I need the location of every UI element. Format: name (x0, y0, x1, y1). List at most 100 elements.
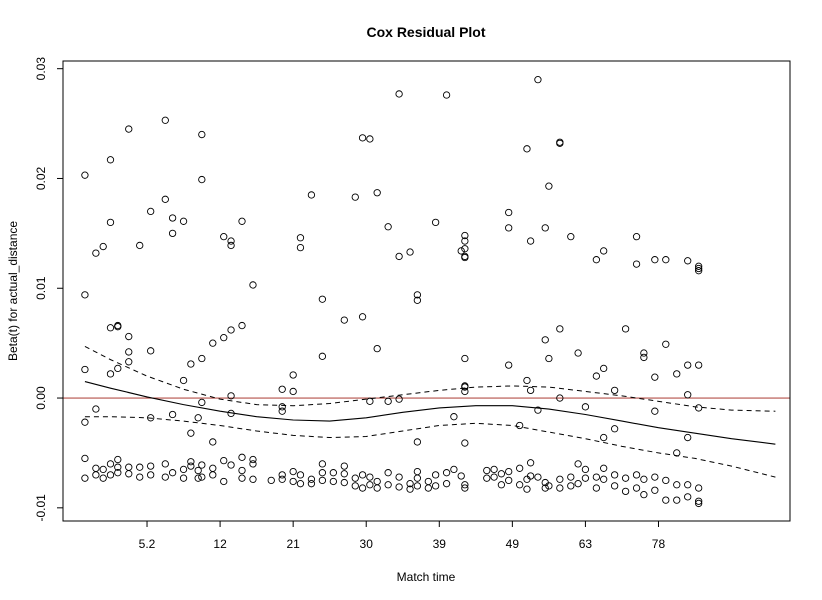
residual-point (523, 485, 531, 493)
residual-point (395, 395, 403, 403)
residual-point (289, 477, 297, 486)
residual-point (198, 473, 206, 481)
residual-point (673, 370, 681, 378)
residual-point (351, 474, 359, 482)
residual-point (296, 480, 305, 488)
residual-point (581, 403, 590, 411)
residual-point (450, 465, 458, 474)
residual-point (296, 234, 305, 242)
residual-points (81, 76, 703, 508)
residual-point (238, 453, 246, 461)
chart-title: Cox Residual Plot (366, 24, 485, 40)
residual-point (450, 413, 458, 421)
residual-point (651, 373, 659, 381)
residual-point (662, 256, 670, 264)
residual-point (621, 487, 630, 496)
residual-point (395, 90, 403, 98)
residual-point (329, 477, 337, 486)
residual-point (621, 474, 630, 482)
residual-point (114, 455, 122, 464)
residual-point (278, 403, 286, 411)
residual-point (621, 325, 630, 333)
residual-point (161, 473, 169, 481)
residual-point (651, 473, 659, 481)
residual-point (340, 478, 348, 487)
residual-point (461, 231, 469, 240)
residual-point (457, 472, 465, 480)
x-tick-label: 49 (506, 537, 520, 551)
residual-point (497, 470, 506, 478)
residual-point (187, 429, 195, 437)
residual-point (340, 316, 348, 324)
residual-point (413, 467, 422, 476)
residual-point (545, 354, 553, 363)
residual-point (147, 462, 155, 470)
residual-point (640, 475, 648, 483)
residual-point (179, 465, 188, 474)
residual-point (114, 469, 122, 477)
residual-point (567, 233, 575, 241)
residual-point (227, 241, 235, 250)
residual-point (187, 360, 195, 368)
residual-point (209, 464, 217, 472)
residual-point (329, 469, 337, 477)
residual-point (106, 218, 115, 227)
residual-point (198, 130, 206, 139)
residual-point (695, 404, 703, 412)
residual-point (227, 326, 235, 334)
residual-point (92, 464, 100, 472)
residual-point (136, 241, 144, 250)
residual-point (662, 340, 670, 348)
residual-point (238, 321, 246, 330)
residual-point (610, 386, 619, 395)
residual-point (490, 465, 498, 474)
residual-point (526, 459, 535, 467)
residual-point (483, 466, 491, 475)
residual-point (125, 125, 133, 133)
residual-point (179, 217, 188, 225)
residual-point (505, 208, 513, 217)
residual-point (600, 247, 608, 255)
residual-point (358, 134, 367, 142)
x-axis-label: Match time (397, 570, 456, 584)
residual-point (114, 463, 122, 471)
residual-point (695, 267, 703, 275)
residual-point (318, 469, 327, 477)
residual-point (516, 421, 524, 430)
residual-point (632, 260, 641, 268)
residual-point (92, 405, 100, 413)
residual-point (632, 484, 641, 492)
x-tick-label: 5.2 (139, 537, 156, 551)
residual-point (505, 467, 513, 476)
residual-point (318, 352, 327, 360)
residual-point (632, 471, 641, 479)
residual-point (695, 264, 703, 273)
residual-point (209, 471, 217, 479)
residual-point (424, 484, 432, 492)
plot-frame (62, 60, 791, 522)
residual-point (526, 237, 535, 245)
residual-point (81, 365, 89, 374)
residual-point (662, 476, 670, 485)
residual-point (695, 484, 703, 492)
residual-point (395, 483, 403, 491)
residual-point (373, 344, 381, 353)
residual-point (238, 466, 246, 475)
residual-point (406, 248, 414, 256)
residual-point (541, 336, 549, 344)
residual-point (278, 407, 286, 415)
residual-point (136, 473, 144, 481)
residual-point (610, 482, 619, 490)
x-tick-label: 30 (360, 537, 374, 551)
smooth-fit-line (84, 381, 776, 445)
residual-point (413, 296, 422, 304)
residual-point (114, 321, 122, 330)
residual-point (673, 496, 681, 504)
residual-point (198, 175, 206, 184)
residual-point (516, 481, 524, 489)
residual-point (461, 237, 469, 245)
y-axis: -0.01 0.00 0.01 0.02 0.03 (34, 57, 63, 522)
residual-point (125, 332, 133, 341)
residual-point (651, 256, 659, 264)
